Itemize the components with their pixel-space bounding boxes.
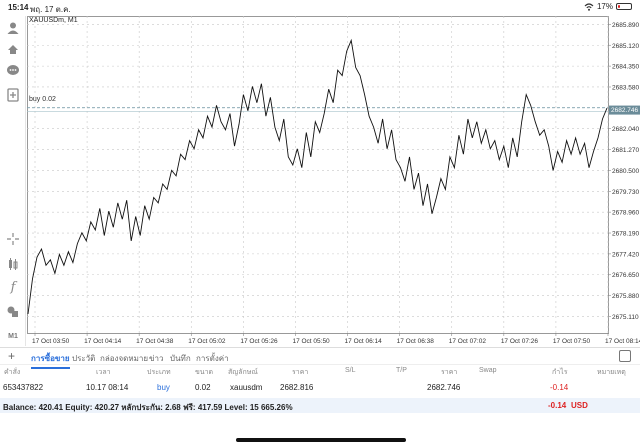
header-volume: ขนาด (195, 369, 214, 376)
x-tick-label: 17 Oct 04:38 (136, 338, 174, 345)
x-tick-label: 17 Oct 06:14 (345, 338, 383, 345)
y-tick-label: 2675.110 (612, 314, 639, 321)
x-tick-label: 17 Oct 07:26 (501, 338, 539, 345)
timeframe-button[interactable]: M1 (8, 332, 18, 340)
x-tick-label: 17 Oct 05:50 (292, 338, 330, 345)
header-symbol: สัญลักษณ์ (228, 369, 258, 376)
header-tp: T/P (396, 367, 407, 374)
battery-fill (618, 5, 621, 8)
current-price-tag (609, 105, 640, 115)
price-series-line (27, 38, 608, 315)
x-tick-label: 17 Oct 03:50 (32, 338, 70, 345)
header-time: เวลา (96, 369, 111, 376)
home-indicator (236, 438, 406, 442)
header-open-price: ราคา (292, 369, 309, 376)
y-tick-label: 2681.270 (612, 147, 639, 154)
header-price: ราคา (441, 369, 458, 376)
header-ticket: คำสั่ง (4, 369, 21, 376)
wifi-icon (584, 2, 594, 11)
x-tick-label: 17 Oct 05:26 (240, 338, 278, 345)
y-tick-label: 2685.120 (612, 43, 639, 50)
account-summary: Balance: 420.41 Equity: 420.27 หลักประกั… (0, 398, 640, 413)
summary-text: Balance: 420.41 Equity: 420.27 หลักประกั… (3, 403, 293, 412)
chart-type-icon[interactable] (5, 256, 21, 272)
y-tick-label: 2678.960 (612, 210, 639, 217)
position-row[interactable]: 653437822 10.17 08:14 buy 0.02 xauusdm 2… (0, 383, 640, 397)
y-tick-label: 2684.350 (612, 64, 639, 71)
cell-open-price: 2682.816 (280, 383, 314, 392)
x-tick-label: 17 Oct 04:14 (84, 338, 122, 345)
status-date: พฤ. 17 ต.ค. (30, 5, 71, 14)
trade-icon[interactable] (5, 41, 21, 57)
y-tick-label: 2676.650 (612, 272, 639, 279)
summary-profit: -0.14 (548, 401, 567, 410)
tab-journal[interactable]: บันทึก (170, 354, 191, 363)
x-tick-label: 17 Oct 06:38 (397, 338, 435, 345)
y-tick-label: 2675.880 (612, 293, 639, 300)
y-tick-label: 2685.890 (612, 22, 639, 29)
tab-history[interactable]: ประวัติ (72, 354, 96, 363)
x-tick-label: 17 Oct 07:50 (553, 338, 591, 345)
chat-icon[interactable] (5, 63, 21, 79)
add-icon[interactable]: + (8, 349, 16, 363)
plot-frame (27, 16, 609, 334)
positions-header: คำสั่ง เวลา ประเภท ขนาด สัญลักษณ์ ราคา S… (0, 367, 640, 381)
cell-volume: 0.02 (195, 383, 211, 392)
y-tick-label: 2682.040 (612, 126, 639, 133)
buy-line-label: buy 0.02 (29, 96, 56, 103)
tab-settings[interactable]: การตั้งค่า (196, 354, 229, 363)
header-sl: S/L (345, 367, 356, 374)
current-price-label: 2682.746 (611, 107, 638, 114)
cell-time: 10.17 08:14 (86, 383, 129, 392)
chart-toolbar: f M1 (0, 16, 26, 346)
tab-mailbox[interactable]: กล่องจดหมาย (100, 354, 149, 363)
y-tick-label: 2683.580 (612, 84, 639, 91)
toolbox-tabs: + การซื้อขาย ประวัติ กล่องจดหมาย ข่าว บั… (0, 347, 640, 369)
layout-icon[interactable] (619, 350, 631, 362)
indicator-icon[interactable]: f (10, 279, 16, 295)
status-bar: 15:14 พฤ. 17 ต.ค. 17% (0, 0, 640, 16)
price-chart[interactable]: 2685.8902685.1202684.3502683.5802682.810… (27, 16, 640, 348)
chart-canvas: 2685.8902685.1202684.3502683.5802682.810… (27, 16, 640, 345)
cell-ticket: 653437822 (3, 383, 44, 392)
cell-type: buy (157, 383, 170, 392)
cell-profit: -0.14 (550, 383, 569, 392)
y-tick-label: 2680.500 (612, 168, 639, 175)
cell-symbol: xauusdm (230, 383, 263, 392)
header-type: ประเภท (147, 369, 171, 376)
header-comment: หมายเหตุ (597, 369, 626, 376)
new-order-icon[interactable] (5, 87, 21, 103)
objects-icon[interactable] (5, 303, 21, 319)
header-profit: กำไร (552, 369, 568, 376)
y-tick-label: 2677.420 (612, 251, 639, 258)
x-tick-label: 17 Oct 08:14 (605, 338, 640, 345)
crosshair-icon[interactable] (5, 231, 21, 247)
tab-trade[interactable]: การซื้อขาย (31, 354, 70, 369)
clock-time: 15:14 (8, 3, 29, 12)
cell-price: 2682.746 (427, 383, 461, 392)
y-tick-label: 2679.730 (612, 189, 639, 196)
x-tick-label: 17 Oct 05:02 (188, 338, 226, 345)
y-tick-label: 2678.190 (612, 231, 639, 238)
chart-symbol-label: XAUUSDm, M1 (29, 17, 78, 24)
header-swap: Swap (479, 367, 497, 374)
account-icon[interactable] (5, 20, 21, 36)
x-tick-label: 17 Oct 07:02 (449, 338, 487, 345)
battery-percent: 17% (596, 2, 613, 11)
tab-news[interactable]: ข่าว (149, 354, 164, 363)
summary-currency: USD (571, 401, 588, 410)
battery-icon (616, 3, 632, 10)
